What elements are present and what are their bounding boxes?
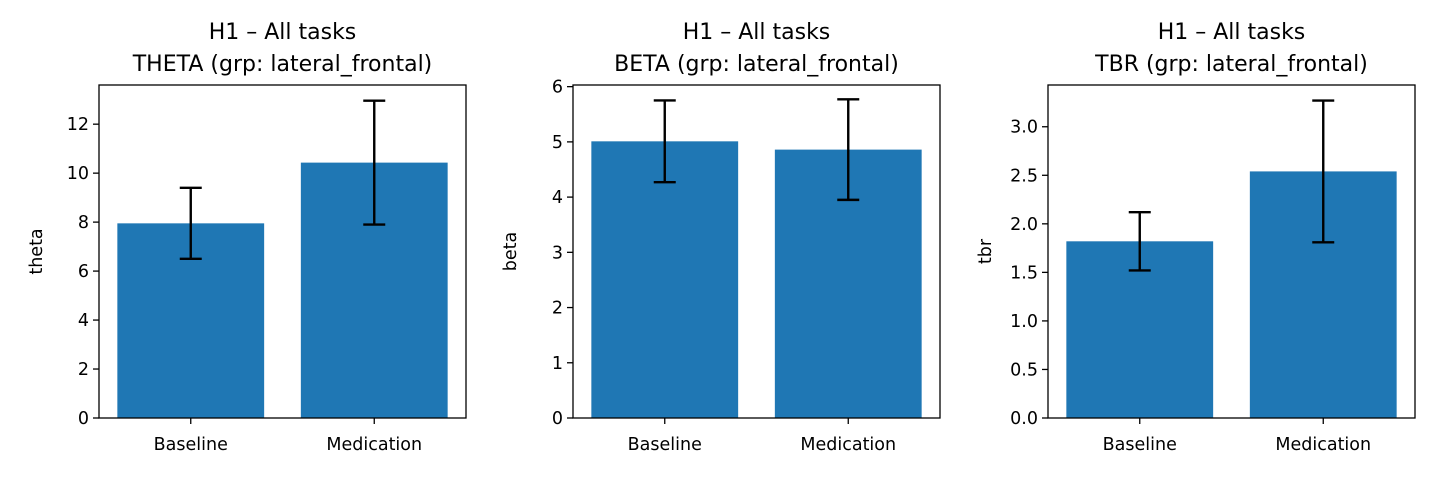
error-bar-medication: [837, 98, 860, 202]
error-bar-medication: [1312, 99, 1335, 244]
axes-frame: [98, 84, 467, 419]
x-tick-label-medication: Medication: [1275, 435, 1371, 455]
chart-title: H1 – All tasks: [1158, 20, 1306, 45]
y-tick-label: 1: [552, 354, 563, 374]
y-tick-label: 0.5: [1010, 360, 1038, 380]
bar-baseline: [591, 141, 739, 418]
error-bar-medication: [363, 99, 386, 226]
y-tick-label: 6: [552, 78, 563, 98]
chart-panel-1: H1 – All tasks THETA (grp: lateral_fronta…: [27, 20, 467, 455]
axes-frame: [572, 84, 941, 419]
y-tick-label: 2.5: [1010, 166, 1038, 186]
chart-panel-3: H1 – All tasks TBR (grp: lateral_frontal)…: [976, 20, 1416, 455]
y-tick-label: 12: [67, 115, 89, 135]
y-axis-label: beta: [501, 232, 521, 271]
error-bar-baseline: [179, 186, 202, 261]
x-tick-label-baseline: Baseline: [628, 435, 702, 455]
chart-subtitle: TBR (grp: lateral_frontal): [1094, 52, 1368, 77]
y-tick-label: 4: [78, 311, 89, 331]
error-bar-baseline: [653, 99, 676, 184]
y-axis-label: tbr: [976, 238, 996, 264]
y-tick-label: 3: [552, 243, 563, 263]
x-tick-label-baseline: Baseline: [1103, 435, 1177, 455]
y-axis-label: theta: [27, 228, 47, 274]
y-tick-label: 5: [552, 133, 563, 153]
y-tick-label: 1.0: [1010, 312, 1038, 332]
y-tick-label: 8: [78, 213, 89, 233]
x-tick-label-medication: Medication: [326, 435, 422, 455]
y-tick-label: 0: [552, 409, 563, 429]
x-tick-label-medication: Medication: [800, 435, 896, 455]
y-tick-label: 2: [78, 360, 89, 380]
chart-title: H1 – All tasks: [683, 20, 831, 45]
y-tick-label: 2: [552, 299, 563, 319]
x-tick-label-baseline: Baseline: [154, 435, 228, 455]
y-tick-label: 6: [78, 262, 89, 282]
chart-panel-2: H1 – All tasks BETA (grp: lateral_frontal…: [501, 20, 941, 455]
y-tick-label: 1.5: [1010, 263, 1038, 283]
y-tick-label: 0: [78, 409, 89, 429]
y-tick-label: 2.0: [1010, 215, 1038, 235]
y-tick-label: 4: [552, 188, 563, 208]
y-tick-label: 0.0: [1010, 409, 1038, 429]
y-tick-label: 3.0: [1010, 118, 1038, 138]
chart-subtitle: BETA (grp: lateral_frontal): [614, 52, 899, 77]
chart-subtitle: THETA (grp: lateral_frontal): [132, 52, 433, 77]
y-tick-label: 10: [67, 164, 89, 184]
error-bar-baseline: [1128, 210, 1151, 272]
chart-title: H1 – All tasks: [209, 20, 357, 45]
axes-frame: [1047, 84, 1416, 419]
